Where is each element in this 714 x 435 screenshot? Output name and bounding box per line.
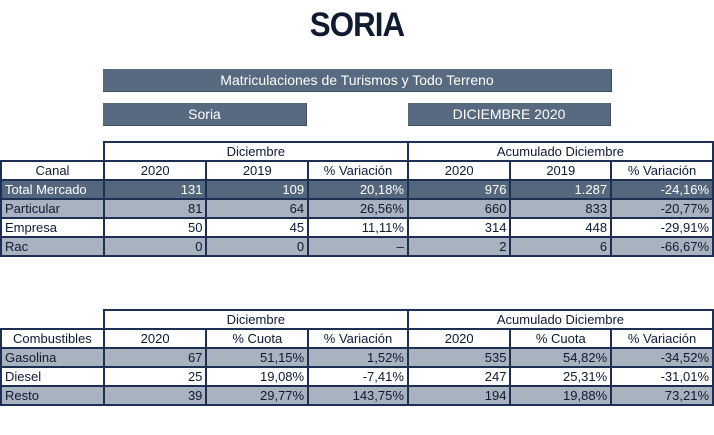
cell: 50 — [102, 217, 208, 238]
table-row-resto: Resto 39 29,77% 143,75% 194 19,88% 73,21… — [0, 385, 714, 406]
canal-table: Diciembre Acumulado Diciembre Canal 2020… — [0, 141, 714, 257]
column-header: 2020 — [406, 160, 512, 181]
cell: 26,56% — [307, 198, 409, 219]
cell: 314 — [406, 217, 512, 238]
cell: 25,31% — [509, 366, 613, 387]
table-row-gasolina: Gasolina 67 51,15% 1,52% 535 54,82% -34,… — [0, 347, 714, 368]
page-title: SORIA — [309, 6, 405, 44]
column-header: 2019 — [509, 160, 613, 181]
cell: -31,01% — [610, 366, 714, 387]
table-row-diesel: Diesel 25 19,08% -7,41% 247 25,31% -31,0… — [0, 366, 714, 387]
column-header: 2020 — [102, 328, 208, 349]
row-label: Empresa — [0, 217, 105, 238]
period-banner: DICIEMBRE 2020 — [408, 103, 611, 126]
group-header-row: Diciembre Acumulado Diciembre — [1, 141, 714, 162]
column-header: % Variación — [307, 328, 409, 349]
column-header: % Variación — [610, 160, 714, 181]
cell: 19,88% — [509, 385, 613, 406]
cell: 20,18% — [307, 179, 409, 200]
column-header: 2020 — [406, 328, 512, 349]
cell: 67 — [102, 347, 208, 368]
cell: 2 — [406, 236, 512, 257]
cell: 39 — [102, 385, 208, 406]
column-header: 2020 — [102, 160, 208, 181]
group-header-acumulado: Acumulado Diciembre — [406, 141, 714, 162]
column-header: % Variación — [307, 160, 409, 181]
cell: 109 — [205, 179, 310, 200]
cell: 45 — [205, 217, 310, 238]
cell: -24,16% — [610, 179, 714, 200]
row-label: Rac — [0, 236, 105, 257]
column-header: Canal — [0, 160, 105, 181]
cell: 1.287 — [509, 179, 613, 200]
cell: 1,52% — [307, 347, 409, 368]
cell: 660 — [406, 198, 512, 219]
cell: 25 — [102, 366, 208, 387]
column-header: % Cuota — [205, 328, 310, 349]
cell: 0 — [205, 236, 310, 257]
column-header-row: Canal 2020 2019 % Variación 2020 2019 % … — [0, 160, 714, 181]
row-label: Diesel — [0, 366, 105, 387]
cell: 6 — [509, 236, 613, 257]
cell: 535 — [406, 347, 512, 368]
row-label: Gasolina — [0, 347, 105, 368]
combustibles-table: Diciembre Acumulado Diciembre Combustibl… — [0, 309, 714, 406]
cell: 81 — [102, 198, 208, 219]
column-header: Combustibles — [0, 328, 105, 349]
cell: -66,67% — [610, 236, 714, 257]
cell: 73,21% — [610, 385, 714, 406]
blank-cell — [1, 142, 104, 161]
cell: 64 — [205, 198, 310, 219]
group-header-row: Diciembre Acumulado Diciembre — [1, 309, 714, 330]
cell: -34,52% — [610, 347, 714, 368]
column-header-row: Combustibles 2020 % Cuota % Variación 20… — [0, 328, 714, 349]
cell: -7,41% — [307, 366, 409, 387]
blank-cell — [1, 310, 104, 329]
row-label: Particular — [0, 198, 105, 219]
row-label: Resto — [0, 385, 105, 406]
cell: 54,82% — [509, 347, 613, 368]
cell: 143,75% — [307, 385, 409, 406]
cell: 19,08% — [205, 366, 310, 387]
cell: -20,77% — [610, 198, 714, 219]
cell: -29,91% — [610, 217, 714, 238]
group-header-acumulado: Acumulado Diciembre — [406, 309, 714, 330]
column-header: % Variación — [610, 328, 714, 349]
group-header-diciembre: Diciembre — [102, 141, 409, 162]
cell: 0 — [102, 236, 208, 257]
cell: – — [307, 236, 409, 257]
table-row-particular: Particular 81 64 26,56% 660 833 -20,77% — [0, 198, 714, 219]
table-row-rac: Rac 0 0 – 2 6 -66,67% — [0, 236, 714, 257]
table-row-empresa: Empresa 50 45 11,11% 314 448 -29,91% — [0, 217, 714, 238]
province-banner: Soria — [103, 103, 307, 126]
column-header: 2019 — [205, 160, 310, 181]
report-subtitle-banner: Matriculaciones de Turismos y Todo Terre… — [103, 69, 612, 92]
cell: 51,15% — [205, 347, 310, 368]
cell: 448 — [509, 217, 613, 238]
cell: 194 — [406, 385, 512, 406]
cell: 131 — [102, 179, 208, 200]
row-label: Total Mercado — [0, 179, 105, 200]
cell: 11,11% — [307, 217, 409, 238]
table-row-total-mercado: Total Mercado 131 109 20,18% 976 1.287 -… — [0, 179, 714, 200]
cell: 29,77% — [205, 385, 310, 406]
column-header: % Cuota — [509, 328, 613, 349]
cell: 976 — [406, 179, 512, 200]
cell: 833 — [509, 198, 613, 219]
group-header-diciembre: Diciembre — [102, 309, 409, 330]
cell: 247 — [406, 366, 512, 387]
